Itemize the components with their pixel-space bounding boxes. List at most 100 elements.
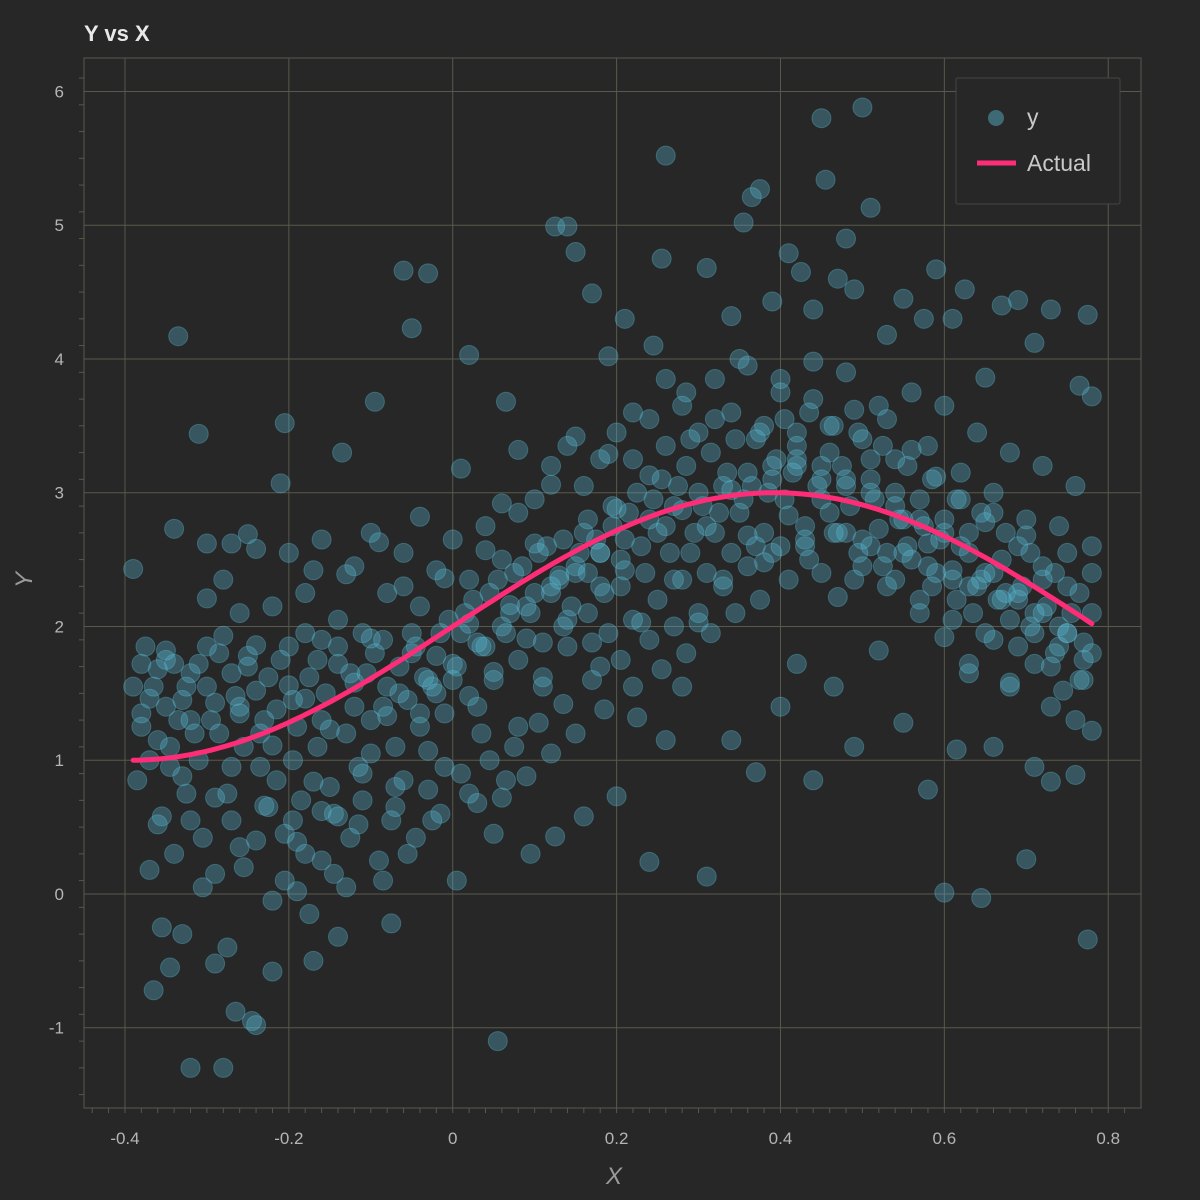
scatter-point — [278, 675, 299, 696]
scatter-point — [426, 645, 447, 666]
scatter-point — [459, 569, 480, 590]
scatter-point — [942, 560, 963, 581]
scatter-point — [221, 756, 242, 777]
scatter-point — [491, 787, 512, 808]
scatter-point — [385, 776, 406, 797]
scatter-point — [901, 549, 922, 570]
scatter-point — [844, 279, 865, 300]
scatter-point — [848, 542, 869, 563]
scatter-point — [262, 890, 283, 911]
scatter-point — [590, 542, 611, 563]
scatter-point — [184, 723, 205, 744]
scatter-point — [520, 843, 541, 864]
scatter-point — [713, 569, 734, 590]
scatter-point — [594, 583, 615, 604]
scatter-point — [1040, 656, 1061, 677]
scatter-point — [897, 455, 918, 476]
scatter-point — [934, 395, 955, 416]
scatter-point — [385, 797, 406, 818]
scatter-point — [795, 529, 816, 550]
scatter-point — [192, 827, 213, 848]
scatter-point — [295, 623, 316, 644]
scatter-point — [1024, 653, 1045, 674]
scatter-point — [516, 596, 537, 617]
scatter-point — [434, 703, 455, 724]
scatter-point — [860, 482, 881, 503]
x-tick-label: 0.8 — [1096, 1129, 1120, 1148]
scatter-point — [897, 536, 918, 557]
scatter-point — [418, 779, 439, 800]
scatter-point — [1069, 375, 1090, 396]
scatter-point — [237, 524, 258, 545]
scatter-point — [754, 552, 775, 573]
scatter-point — [721, 402, 742, 423]
scatter-point — [934, 509, 955, 530]
grid — [84, 58, 1141, 1108]
scatter-point — [823, 522, 844, 543]
scatter-point — [610, 549, 631, 570]
scatter-point — [573, 806, 594, 827]
scatter-point — [172, 924, 193, 945]
scatter-point — [180, 1057, 201, 1078]
scatter-point — [459, 344, 480, 365]
scatter-point — [541, 743, 562, 764]
scatter-point — [639, 409, 660, 430]
scatter-point — [762, 469, 783, 490]
scatter-point — [1016, 525, 1037, 546]
scatter-point — [209, 643, 230, 664]
scatter-point — [188, 423, 209, 444]
scatter-point — [954, 279, 975, 300]
scatter-point — [577, 603, 598, 624]
scatter-point — [983, 629, 1004, 650]
scatter-point — [442, 653, 463, 674]
scatter-point — [475, 516, 496, 537]
scatter-point — [319, 719, 340, 740]
scatter-point — [893, 712, 914, 733]
scatter-point — [160, 957, 181, 978]
scatter-point — [364, 391, 385, 412]
scatter-point — [893, 542, 914, 563]
scatter-point — [737, 556, 758, 577]
scatter-point — [348, 756, 369, 777]
scatter-point — [1065, 764, 1086, 785]
y-axis-title: Y — [11, 570, 38, 588]
scatter-point — [799, 549, 820, 570]
scatter-point — [893, 288, 914, 309]
scatter-point — [549, 565, 570, 586]
y-tick-label: 0 — [55, 885, 64, 904]
scatter-point — [696, 866, 717, 887]
scatter-point — [1057, 623, 1078, 644]
scatter-point — [1040, 696, 1061, 717]
scatter-point — [1024, 623, 1045, 644]
scatter-point — [852, 529, 873, 550]
scatter-point — [536, 536, 557, 557]
legend-label-actual: Actual — [1027, 150, 1091, 176]
scatter-point — [770, 536, 791, 557]
scatter-point — [336, 564, 357, 585]
scatter-point — [786, 435, 807, 456]
scatter-point — [770, 382, 791, 403]
scatter-point — [418, 669, 439, 690]
scatter-point — [803, 299, 824, 320]
scatter-point — [811, 455, 832, 476]
scatter-point — [762, 291, 783, 312]
scatter-point — [922, 576, 943, 597]
scatter-point — [176, 676, 197, 697]
scatter-point — [479, 750, 500, 771]
scatter-point — [622, 402, 643, 423]
scatter-point — [319, 776, 340, 797]
scatter-point — [651, 248, 672, 269]
scatter-point — [594, 699, 615, 720]
scatter-point — [545, 826, 566, 847]
scatter-point — [237, 645, 258, 666]
scatter-point — [614, 560, 635, 581]
scatter-point — [409, 703, 430, 724]
scatter-point — [520, 603, 541, 624]
scatter-point — [299, 904, 320, 925]
scatter-point — [221, 663, 242, 684]
scatter-point — [991, 589, 1012, 610]
scatter-point — [1073, 632, 1094, 653]
scatter-point — [1008, 636, 1029, 657]
scatter-point — [946, 589, 967, 610]
scatter-point — [270, 473, 291, 494]
